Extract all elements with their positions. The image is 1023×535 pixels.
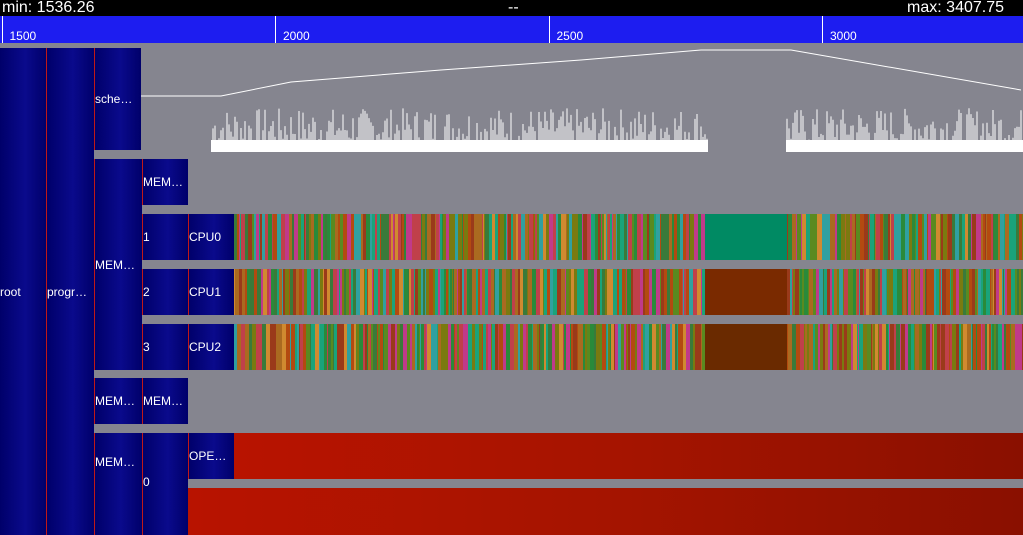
mem-index-label: 0 [143,475,150,489]
axis-tick-label: 2500 [556,29,584,43]
min-label: min: 1536.26 [2,0,95,16]
cpu2-timeline[interactable] [234,324,1023,370]
time-range-bar: min: 1536.26 -- max: 3407.75 [0,0,1023,16]
mem-sub-1-label: MEM… [143,175,183,189]
scheduler-load-line [141,49,1022,97]
program-block[interactable]: progr… [46,48,94,535]
axis-tick-label: 3000 [830,29,857,43]
cpu2-block[interactable]: CPU2 [188,324,234,370]
cpu-index-block-2[interactable]: 2 [142,269,188,315]
mem-index-block[interactable]: 0 [142,433,188,535]
mem-label: MEM… [143,394,183,408]
cpu-name-label: CPU2 [189,340,222,354]
cpu-index-label: 1 [143,230,150,244]
cpu-name-label: CPU0 [189,230,222,244]
root-block[interactable]: root [0,48,46,535]
axis-tick [275,16,276,43]
cpu0-block[interactable]: CPU0 [188,214,234,260]
mem-group-2-block[interactable]: MEM… [94,433,142,535]
mem-sub-2b-block[interactable]: MEM… [142,378,188,424]
mem-group-1-label: MEM… [95,257,135,272]
cpu-index-block-3[interactable]: 3 [142,324,188,370]
cpu0-timeline[interactable] [234,214,1023,260]
max-label: max: 3407.75 [907,0,1004,16]
cpu1-block[interactable]: CPU1 [188,269,234,315]
mem-group-1-block[interactable]: MEM… [94,159,142,370]
time-axis[interactable]: 1500 2000 2500 3000 [0,16,1023,43]
axis-tick-label: 2000 [283,29,310,43]
program-label: progr… [47,284,88,299]
scheduler-block[interactable]: sche… [94,48,141,150]
ope-block[interactable]: OPE… [188,433,234,479]
axis-tick [1,16,3,43]
scheduler-label: sche… [95,92,133,106]
ope-task-bar[interactable] [234,433,1023,479]
mem-sub-1-block[interactable]: MEM… [142,159,188,205]
axis-tick [548,16,550,43]
scheduler-activity-graph [141,49,1023,152]
mem-label: MEM… [95,394,135,408]
cpu-index-label: 2 [143,285,150,299]
mem-task-bar[interactable] [188,488,1023,535]
root-label: root [0,284,21,299]
mem-group-2-label: MEM… [95,455,135,469]
cpu-index-label: 3 [143,340,150,354]
mem-sub-2a-block[interactable]: MEM… [94,378,142,424]
axis-tick [822,16,823,43]
cpu-name-label: CPU1 [189,285,222,299]
ope-label: OPE… [189,449,227,463]
cpu-index-block-1[interactable]: 1 [142,214,188,260]
axis-tick-label: 1500 [9,29,37,43]
cpu1-timeline[interactable] [234,269,1023,315]
center-label: -- [508,0,519,16]
